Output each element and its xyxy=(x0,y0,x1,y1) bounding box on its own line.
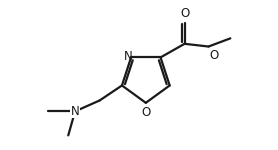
Text: O: O xyxy=(141,106,150,119)
Text: N: N xyxy=(123,50,132,63)
Text: O: O xyxy=(209,49,218,62)
Text: N: N xyxy=(71,105,80,118)
Text: O: O xyxy=(180,7,189,20)
